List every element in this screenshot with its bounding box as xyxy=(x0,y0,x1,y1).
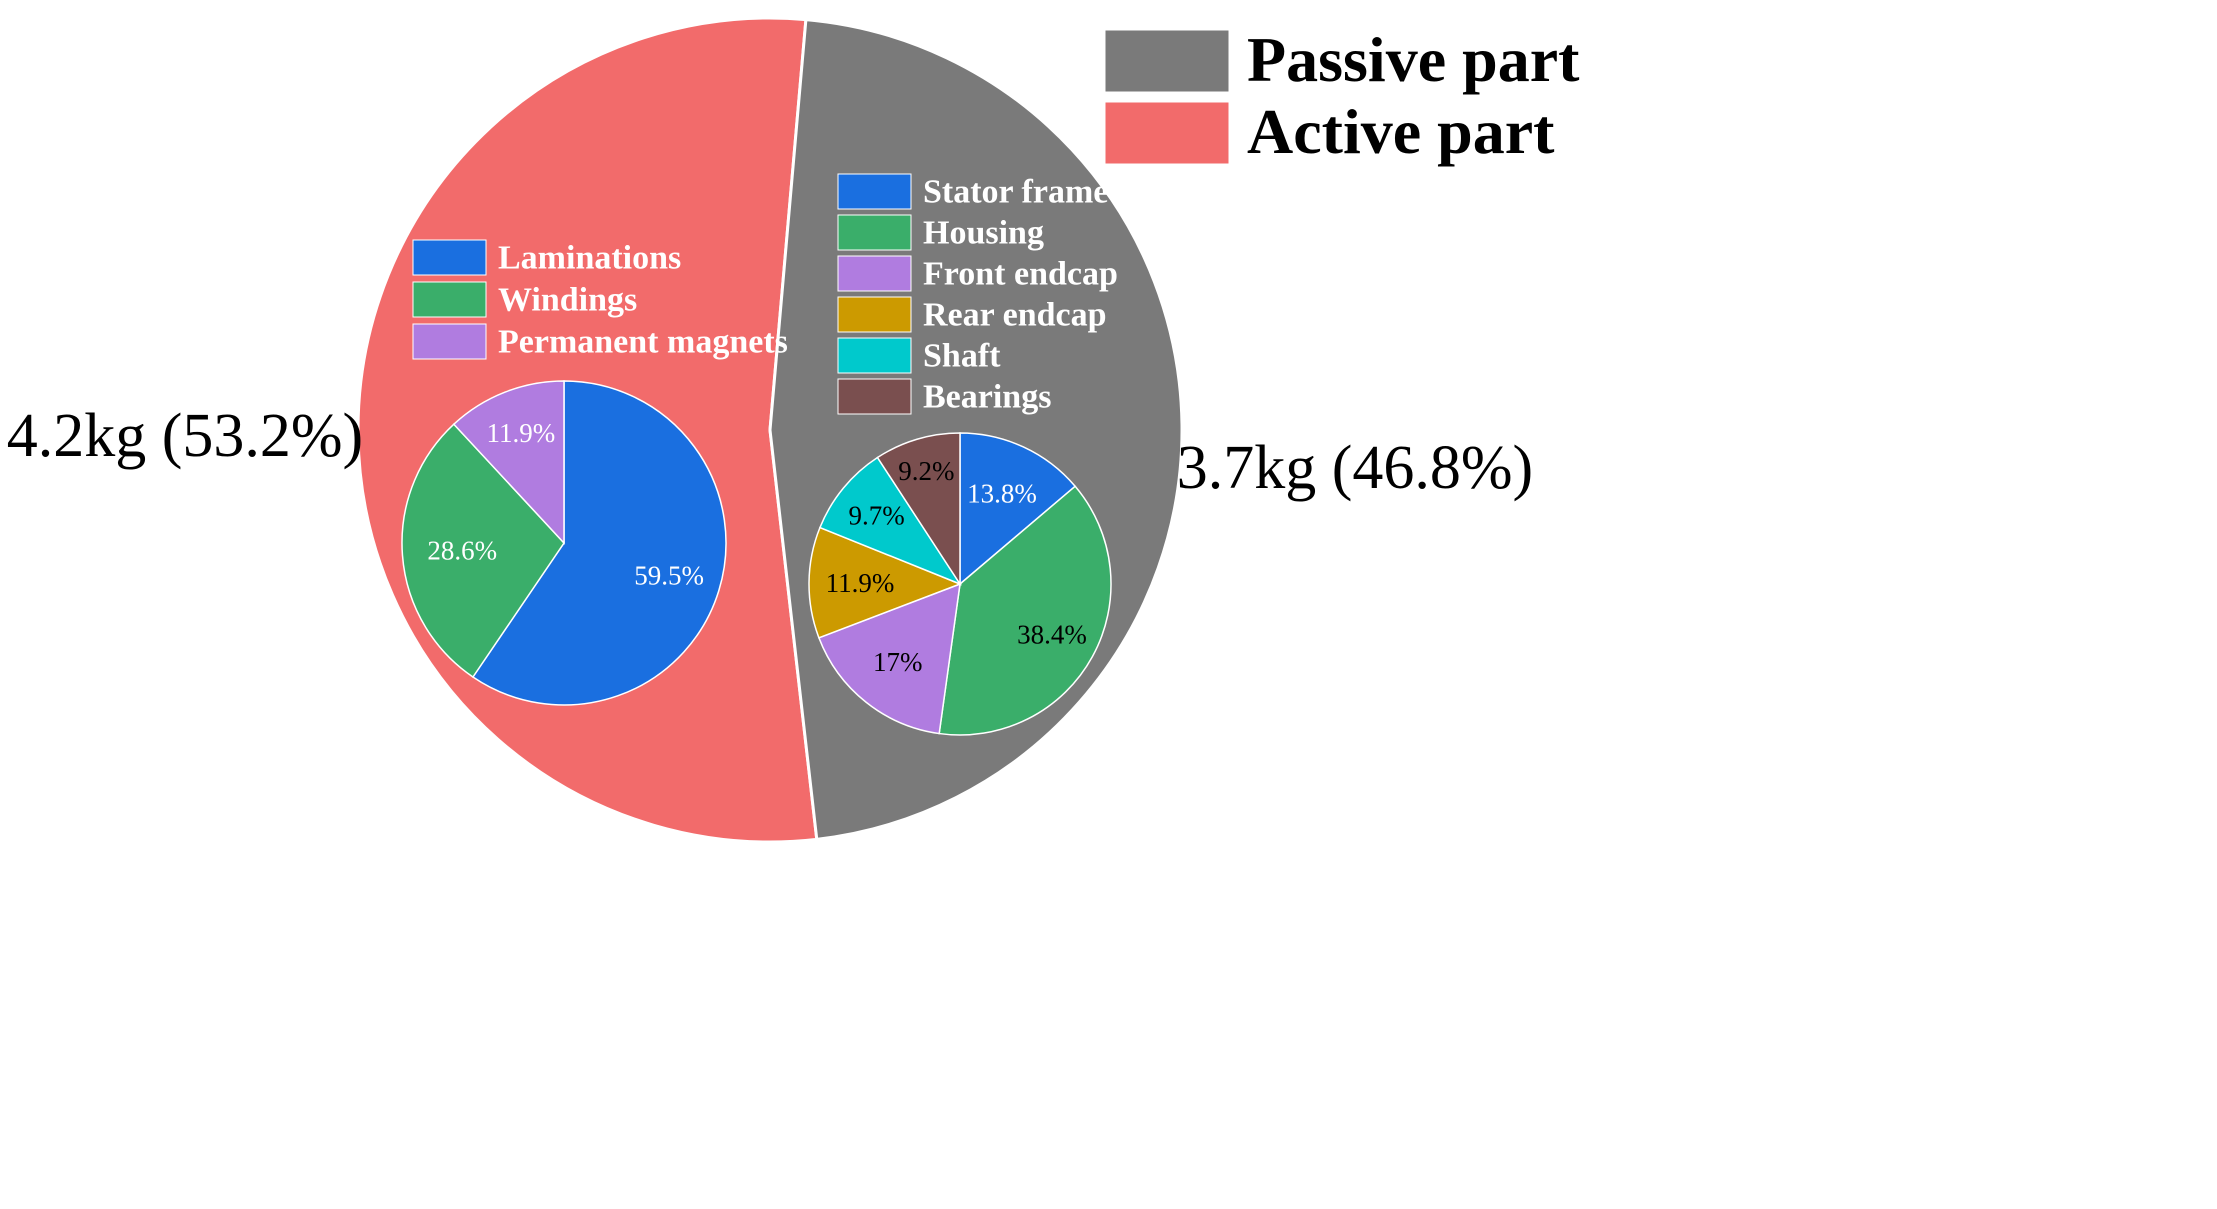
legend-label-stator-frame: Stator frame xyxy=(923,174,1108,211)
legend-label-bearings: Bearings xyxy=(923,379,1051,416)
legend-swatch-rear-endcap xyxy=(837,296,912,333)
slice-laminations xyxy=(471,380,727,706)
data-label-laminations: 59.5% xyxy=(634,560,704,590)
total-labels: 4.2kg (53.2%) 3.7kg (46.8%) xyxy=(7,402,1533,502)
legend-swatch-passive-part xyxy=(1104,29,1230,93)
legend-label-rear-endcap: Rear endcap xyxy=(923,297,1107,334)
data-label-windings: 28.6% xyxy=(427,536,497,566)
legend-label-passive-part: Passive part xyxy=(1247,24,1580,95)
legend-label-active-part: Active part xyxy=(1247,96,1555,167)
legend-label-permanent-magnets: Permanent magnets xyxy=(498,324,788,361)
legend-label-front-endcap: Front endcap xyxy=(923,256,1118,293)
slice-windings xyxy=(401,423,565,679)
slice-stator-frame xyxy=(959,432,1077,586)
data-label-housing: 38.4% xyxy=(1017,620,1087,650)
legend-swatch-bearings xyxy=(837,378,912,415)
legend-label-windings: Windings xyxy=(498,282,637,319)
legend-swatch-housing xyxy=(837,214,912,251)
legend-swatch-shaft xyxy=(837,337,912,374)
data-label-stator-frame: 13.8% xyxy=(967,478,1037,508)
legend-swatch-front-endcap xyxy=(837,255,912,292)
passive-breakdown-pie: 13.8% 38.4% 17% 11.9% 9.7% 9.2% xyxy=(808,432,1112,736)
active-breakdown-pie: 59.5% 28.6% 11.9% xyxy=(401,380,727,706)
data-label-shaft: 9.7% xyxy=(848,500,904,530)
slice-bearings xyxy=(876,432,961,587)
passive-total-label: 3.7kg (46.8%) xyxy=(1177,434,1533,502)
legend-label-housing: Housing xyxy=(923,215,1044,252)
legend-swatch-windings xyxy=(412,281,487,318)
data-label-bearings: 9.2% xyxy=(898,456,954,486)
slice-front-endcap xyxy=(817,582,961,735)
legend-swatch-active-part xyxy=(1104,101,1230,165)
slice-rear-endcap xyxy=(808,526,963,639)
data-label-permanent-magnets: 11.9% xyxy=(487,418,556,448)
legend-label-laminations: Laminations xyxy=(498,240,681,277)
active-total-label: 4.2kg (53.2%) xyxy=(7,402,363,470)
data-label-rear-endcap: 11.9% xyxy=(826,568,895,598)
legend-swatch-permanent-magnets xyxy=(412,323,487,360)
slice-shaft xyxy=(818,456,962,586)
data-label-front-endcap: 17% xyxy=(873,647,923,677)
slice-permanent-magnets xyxy=(452,380,565,545)
slice-housing xyxy=(938,485,1112,736)
legend-swatch-stator-frame xyxy=(837,173,912,210)
legend-swatch-laminations xyxy=(412,239,487,276)
legend-label-shaft: Shaft xyxy=(923,338,1001,375)
